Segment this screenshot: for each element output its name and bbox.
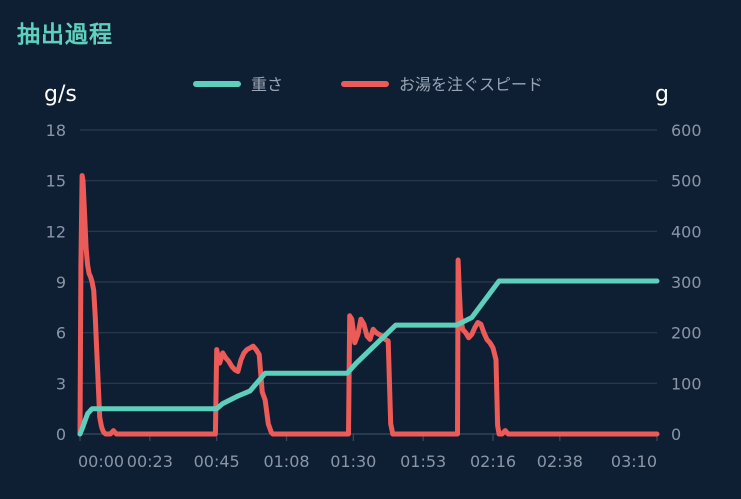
y-left-unit-label: g/s <box>44 82 77 107</box>
y-right-tick-label: 0 <box>671 425 681 444</box>
legend-label: 重さ <box>251 75 283 94</box>
y-left-tick-label: 6 <box>56 324 66 343</box>
y-left-tick-label: 9 <box>56 273 66 292</box>
y-right-tick-label: 600 <box>671 121 702 140</box>
page-title: 抽出過程 <box>17 22 113 48</box>
series-line-weight <box>77 278 660 437</box>
legend-label: お湯を注ぐスピード <box>399 75 543 94</box>
x-tick-label: 01:08 <box>263 452 309 471</box>
y-right-tick-label: 100 <box>671 374 702 393</box>
y-left-tick-label: 15 <box>46 172 66 191</box>
series <box>77 173 660 437</box>
y-right-tick-label: 300 <box>671 273 702 292</box>
y-left-tick-label: 3 <box>56 374 66 393</box>
y-right-unit-label: g <box>655 82 669 107</box>
y-left-tick-label: 12 <box>46 222 66 241</box>
y-right-tick-label: 400 <box>671 222 702 241</box>
axes: 0 3 6 9 12 15 18 0 100 200 300 400 500 600 00:00 00:23 0… <box>44 82 702 471</box>
x-tick-label: 00:23 <box>127 452 173 471</box>
x-tick-label: 02:38 <box>537 452 583 471</box>
y-left-tick-label: 18 <box>46 121 66 140</box>
x-tick-label: 01:53 <box>400 452 446 471</box>
y-left-tick-label: 0 <box>56 425 66 444</box>
series-line-pour-speed <box>77 173 660 437</box>
y-right-tick-label: 200 <box>671 324 702 343</box>
x-tick-label: 02:16 <box>470 452 516 471</box>
y-right-tick-label: 500 <box>671 172 702 191</box>
x-tick-label: 03:10 <box>611 452 657 471</box>
x-tick-label: 01:30 <box>330 452 376 471</box>
x-tick-label: 00:00 <box>78 452 124 471</box>
x-tick-label: 00:45 <box>194 452 240 471</box>
legend: 重さ お湯を注ぐスピード <box>193 75 543 94</box>
